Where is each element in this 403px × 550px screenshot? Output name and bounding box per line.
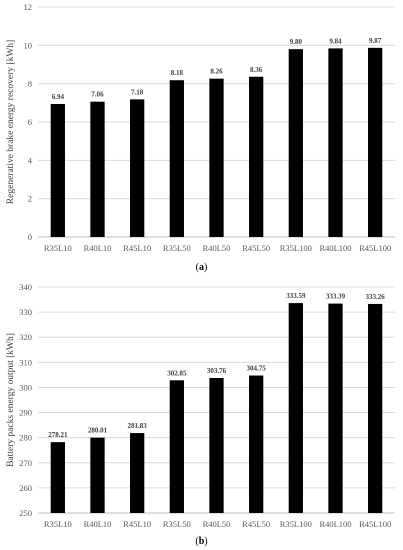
chart-a-x-tick-label: R40L100 [319, 243, 351, 253]
chart-b-x-tick-label: R45L100 [359, 519, 391, 529]
chart-b-y-tick-label: 270 [19, 458, 32, 468]
chart-a-bar [249, 76, 264, 238]
chart-b-data-label: 278.21 [48, 431, 68, 439]
chart-a-bar [90, 101, 105, 237]
chart-b-x-tick-label: R40L10 [84, 519, 112, 529]
chart-a-x-tick-label: R45L100 [359, 243, 391, 253]
chart-b-caption: (b) [195, 536, 207, 547]
chart-b-data-label: 302.85 [167, 369, 187, 377]
chart-b-bar [50, 442, 65, 513]
chart-b-data-label: 281.83 [128, 422, 148, 430]
chart-a-y-tick-label: 0 [28, 232, 32, 242]
chart-a-bar [130, 99, 145, 237]
chart-a-x-tick-label: R45L10 [123, 243, 151, 253]
chart-b-x-tick-label: R35L100 [280, 519, 312, 529]
chart-b-data-label: 333.26 [366, 293, 386, 301]
chart-b-x-tick-label: R40L50 [203, 519, 231, 529]
chart-a-data-label: 6.94 [52, 93, 65, 101]
chart-a-bar [209, 78, 224, 237]
chart-b-data-label: 303.76 [207, 367, 227, 375]
chart-b-y-tick-label: 340 [19, 282, 32, 292]
chart-a-y-tick-label: 2 [28, 194, 32, 204]
chart-a-bar [169, 80, 184, 237]
chart-a-data-label: 7.18 [131, 88, 144, 96]
chart-b-data-label: 333.59 [286, 292, 306, 300]
chart-a-data-label: 8.18 [171, 69, 184, 77]
chart-a-data-label: 9.80 [290, 38, 303, 46]
chart-a-y-tick-label: 12 [24, 2, 33, 12]
chart-a-y-tick-label: 4 [28, 155, 33, 165]
chart-a-y-tick-label: 8 [28, 79, 32, 89]
chart-b-data-label: 333.39 [326, 293, 346, 301]
chart-a-caption: (a) [196, 262, 208, 273]
chart-b-x-tick-label: R35L10 [44, 519, 72, 529]
chart-b-bar [288, 303, 303, 513]
chart-b-bar [90, 437, 105, 513]
chart-b-y-tick-label: 330 [19, 307, 32, 317]
chart-a-bar [288, 49, 303, 237]
chart-a-data-label: 9.84 [329, 37, 342, 45]
chart-b-y-tick-label: 260 [19, 483, 32, 493]
chart-a-y-tick-label: 10 [24, 40, 33, 50]
chart-b-data-label: 280.01 [88, 427, 108, 435]
chart-a-data-label: 8.26 [210, 68, 223, 76]
chart-a-x-tick-label: R35L100 [280, 243, 312, 253]
chart-b-y-axis-label: Battery packs energy output [kWh] [6, 333, 16, 467]
chart-a-x-tick-label: R40L50 [203, 243, 231, 253]
chart-a-y-axis-label: Regenerative brake energy recovery [kWh] [6, 40, 16, 204]
chart-a-data-label: 9.87 [369, 37, 382, 45]
chart-a-bar [368, 47, 383, 238]
chart-b-y-tick-label: 290 [19, 408, 32, 418]
chart-b-x-tick-label: R45L50 [242, 519, 270, 529]
chart-b-bar [169, 380, 184, 513]
chart-b-x-tick-label: R45L10 [123, 519, 151, 529]
chart-b-x-tick-label: R40L100 [319, 519, 351, 529]
chart-a-bar [328, 48, 343, 238]
chart-b-bar [249, 375, 264, 513]
chart-b-data-label: 304.75 [247, 365, 267, 373]
chart-b-y-tick-label: 280 [19, 433, 32, 443]
chart-b-y-tick-label: 320 [19, 332, 32, 342]
chart-a-data-label: 7.06 [91, 91, 104, 99]
chart-a-x-tick-label: R45L50 [242, 243, 270, 253]
chart-a-x-tick-label: R35L10 [44, 243, 72, 253]
chart-a-x-tick-label: R35L50 [163, 243, 191, 253]
chart-a-y-tick-label: 6 [28, 117, 32, 127]
chart-b-bar [368, 303, 383, 513]
chart-a-data-label: 8.36 [250, 66, 263, 74]
chart-a-bar [50, 103, 65, 237]
chart-b-bar [328, 303, 343, 513]
chart-b-y-tick-label: 300 [19, 382, 32, 392]
chart-b-x-tick-label: R35L50 [163, 519, 191, 529]
chart-b-bar [130, 433, 145, 513]
chart-b-bar [209, 378, 224, 513]
chart-a-x-tick-label: R40L10 [84, 243, 112, 253]
chart-b-y-tick-label: 250 [19, 508, 32, 518]
chart-b-y-tick-label: 310 [19, 357, 32, 367]
